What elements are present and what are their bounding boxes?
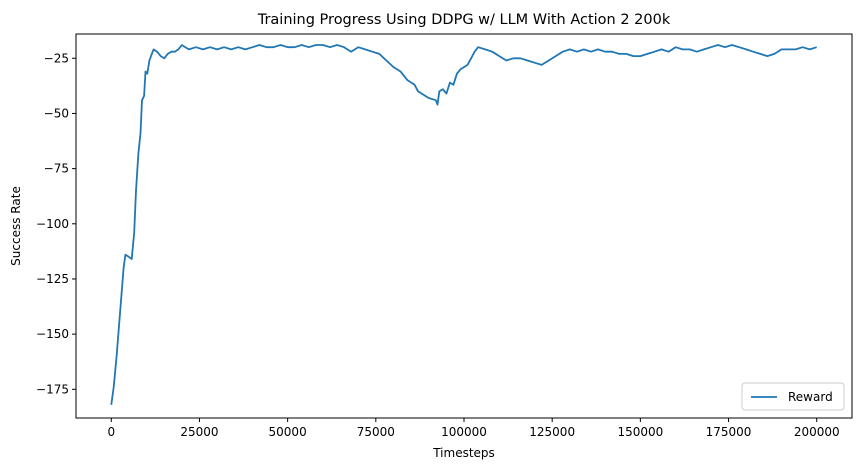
y-tick-label: −100 <box>36 217 69 231</box>
legend-box <box>741 382 845 411</box>
legend: Reward <box>741 382 845 411</box>
plot-frame <box>75 33 853 419</box>
y-tick-label: −150 <box>36 327 69 341</box>
y-tick-label: −25 <box>44 51 69 65</box>
y-tick-label: −75 <box>44 162 69 176</box>
legend-label-reward: Reward <box>788 390 833 404</box>
series-line-reward <box>110 44 817 405</box>
x-tick-label: 0 <box>107 425 115 439</box>
y-tick-label: −50 <box>44 106 69 120</box>
y-tick-label: −125 <box>36 272 69 286</box>
chart-title: Training Progress Using DDPG w/ LLM With… <box>257 12 671 28</box>
y-tick-label: −175 <box>36 382 69 396</box>
x-tick-label: 175000 <box>706 425 752 439</box>
x-tick-label: 75000 <box>357 425 395 439</box>
y-axis: −175 −150 −125 −100 −75 −50 −25 <box>36 51 76 396</box>
x-axis: 0 25000 50000 75000 100000 125000 150000 175000… <box>107 418 840 439</box>
x-tick-label: 100000 <box>441 425 487 439</box>
x-tick-label: 50000 <box>269 425 307 439</box>
y-axis-label: Success Rate <box>9 186 23 266</box>
x-tick-label: 25000 <box>180 425 218 439</box>
x-axis-label: Timesteps <box>432 446 495 460</box>
plot-area <box>110 44 817 405</box>
x-tick-label: 200000 <box>794 425 840 439</box>
x-tick-label: 125000 <box>529 425 575 439</box>
x-tick-label: 150000 <box>617 425 663 439</box>
